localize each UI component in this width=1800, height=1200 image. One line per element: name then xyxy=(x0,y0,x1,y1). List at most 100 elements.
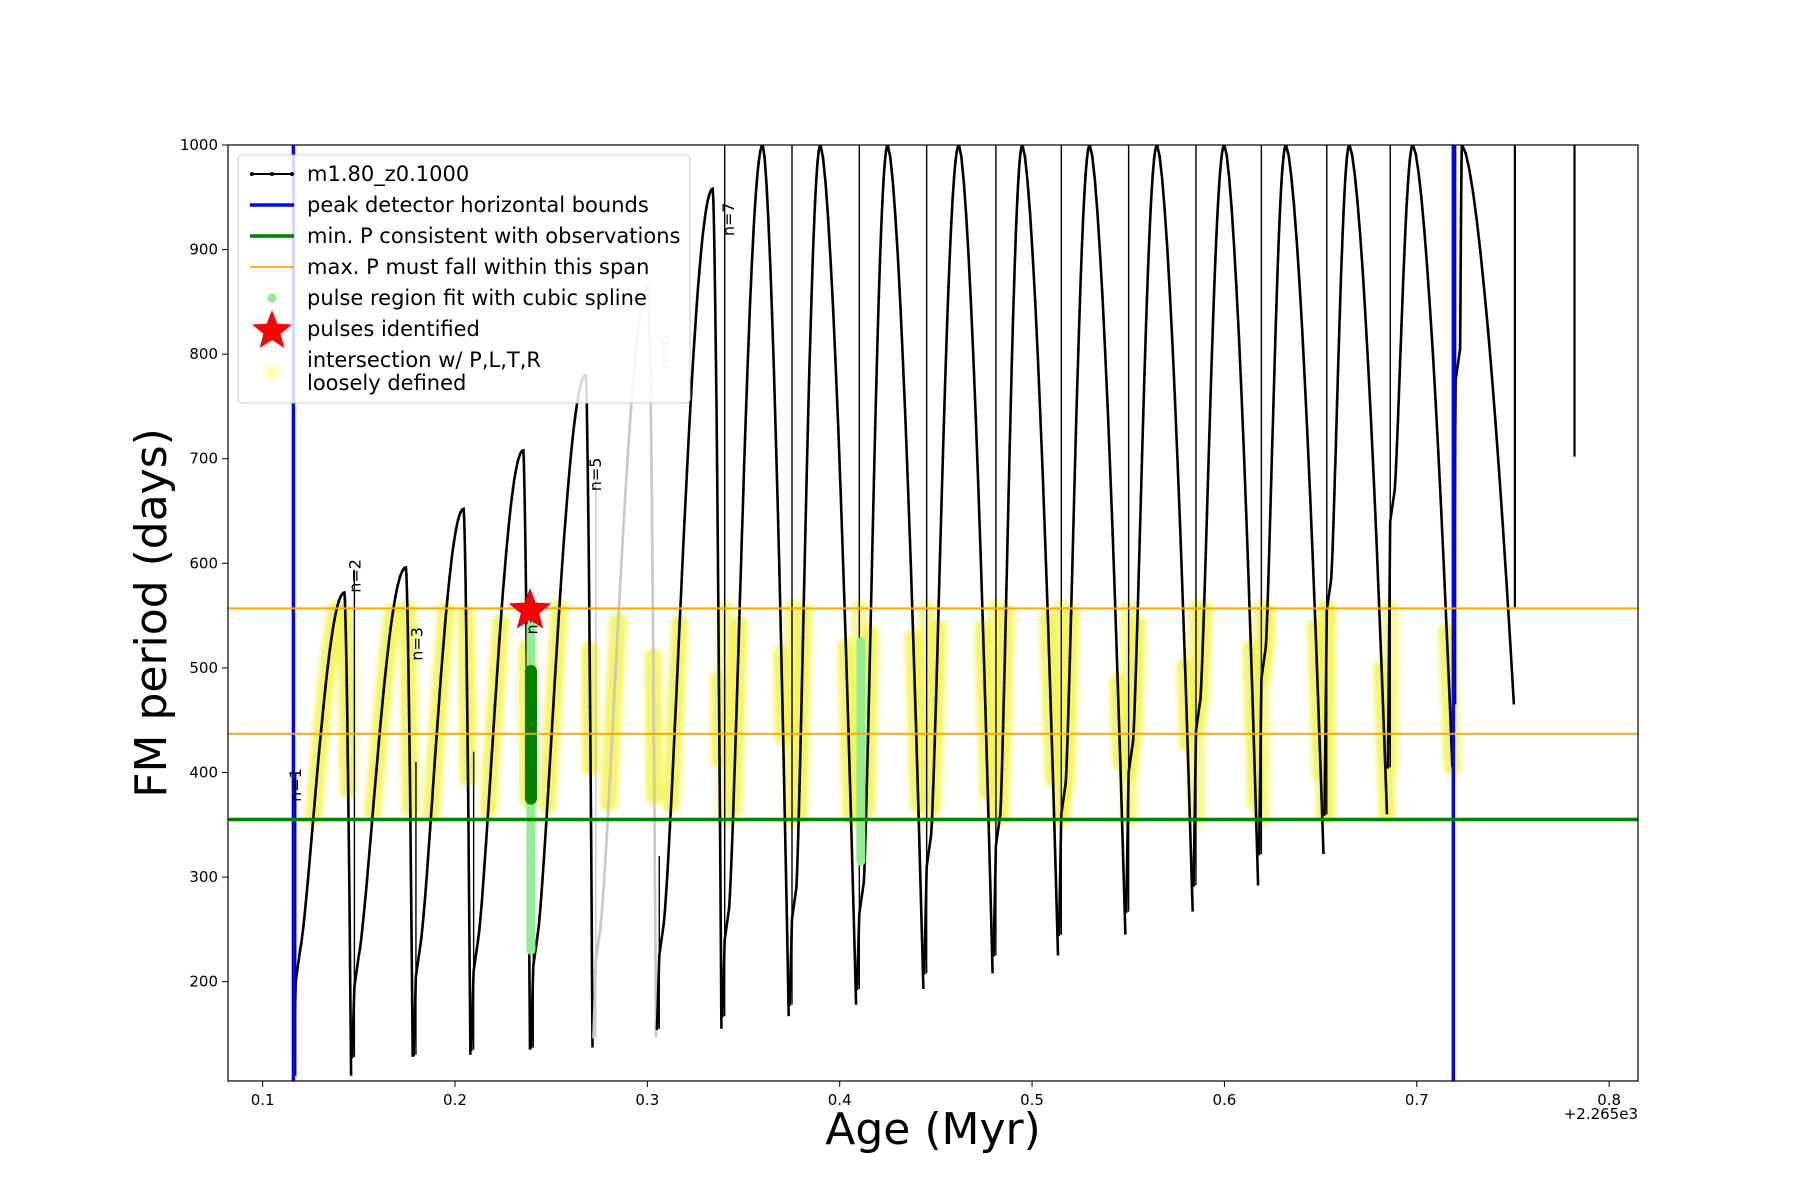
track-point xyxy=(1010,357,1014,361)
track-point xyxy=(1137,581,1140,585)
track-point xyxy=(914,717,918,721)
track-point xyxy=(673,727,677,731)
track-point xyxy=(439,674,443,678)
track-point xyxy=(1275,274,1279,278)
track-point xyxy=(313,802,316,806)
track-point xyxy=(1151,171,1155,175)
track-point xyxy=(770,311,774,315)
track-point xyxy=(831,309,835,312)
track-point xyxy=(804,529,807,533)
track-point xyxy=(299,942,303,946)
legend-entry-3: min. P consistent with observations xyxy=(250,224,680,248)
track-point xyxy=(1178,521,1182,525)
track-point xyxy=(1459,175,1463,179)
track-point xyxy=(1273,336,1277,340)
track-point xyxy=(1269,476,1273,480)
track-point xyxy=(482,874,486,878)
track-point xyxy=(883,161,887,165)
track-point xyxy=(412,1053,416,1057)
track-point xyxy=(1425,263,1429,267)
track-point xyxy=(339,594,343,598)
track-point xyxy=(409,898,413,902)
track-point xyxy=(774,430,778,434)
track-point xyxy=(1409,151,1413,155)
track-point xyxy=(878,259,882,262)
track-point xyxy=(1200,659,1204,663)
track-point xyxy=(463,553,467,557)
track-point xyxy=(852,907,855,910)
track-point xyxy=(1402,254,1406,257)
track-point xyxy=(607,801,611,805)
track-point xyxy=(1017,174,1020,178)
legend-entry-5: pulse region fit with cubic spline xyxy=(267,286,647,310)
track-point xyxy=(507,525,510,529)
track-point xyxy=(1332,492,1336,496)
track-point xyxy=(944,364,948,368)
track-point xyxy=(1016,194,1019,198)
track-point xyxy=(1479,251,1482,255)
track-point xyxy=(1150,189,1154,193)
track-point xyxy=(408,807,412,811)
track-point xyxy=(437,704,441,707)
track-point xyxy=(1143,372,1146,376)
track-point xyxy=(1138,538,1142,542)
track-point xyxy=(1216,206,1220,210)
x-axis-offset: +2.265e3 xyxy=(1564,1105,1638,1123)
track-point xyxy=(1341,233,1345,236)
legend-label: intersection w/ P,L,T,R xyxy=(307,348,541,372)
track-point xyxy=(942,408,946,412)
track-point xyxy=(1069,612,1073,615)
track-point xyxy=(443,621,447,625)
track-point xyxy=(947,285,950,289)
track-point xyxy=(403,566,407,570)
track-point xyxy=(486,808,490,812)
track-point xyxy=(1014,219,1018,223)
pulse-label-2: n=2 xyxy=(346,559,365,593)
track-point xyxy=(616,619,620,623)
track-point xyxy=(536,933,540,936)
track-point xyxy=(1266,580,1270,584)
track-point xyxy=(894,215,897,219)
track-point xyxy=(1323,812,1326,816)
y-tick-label: 400 xyxy=(189,763,218,781)
track-point xyxy=(719,933,723,937)
track-point xyxy=(614,665,618,669)
track-point xyxy=(690,379,694,383)
track-point xyxy=(1158,154,1162,158)
track-point xyxy=(333,618,336,622)
y-tick-label: 200 xyxy=(189,973,218,991)
track-point xyxy=(984,706,987,710)
track-point xyxy=(476,938,480,942)
track-point xyxy=(441,647,445,650)
track-point xyxy=(1458,343,1462,347)
track-point xyxy=(680,570,684,573)
track-point xyxy=(350,1055,354,1059)
x-axis-label: Age (Myr) xyxy=(825,1104,1041,1155)
track-point xyxy=(1057,933,1061,936)
track-point xyxy=(817,150,821,153)
track-point xyxy=(1336,369,1340,373)
track-point xyxy=(1211,321,1215,324)
track-point xyxy=(1419,196,1423,200)
track-point xyxy=(1338,310,1342,314)
track-point xyxy=(1458,347,1462,351)
track-point xyxy=(542,860,546,864)
spline-fit-points xyxy=(524,621,866,955)
track-point xyxy=(1215,230,1219,234)
track-point xyxy=(349,1020,353,1024)
track-point xyxy=(700,243,704,247)
track-point xyxy=(1265,611,1269,614)
track-point xyxy=(468,992,472,996)
track-point xyxy=(949,221,953,225)
reference-lines xyxy=(228,145,1638,1081)
track-point xyxy=(1140,453,1144,457)
track-point xyxy=(529,1046,533,1049)
track-point xyxy=(495,669,499,673)
track-point xyxy=(1397,397,1401,400)
legend-label: pulse region fit with cubic spline xyxy=(307,286,647,310)
track-point xyxy=(1508,640,1512,644)
track-point xyxy=(524,564,528,568)
track-point xyxy=(452,540,456,544)
track-point xyxy=(386,646,390,649)
